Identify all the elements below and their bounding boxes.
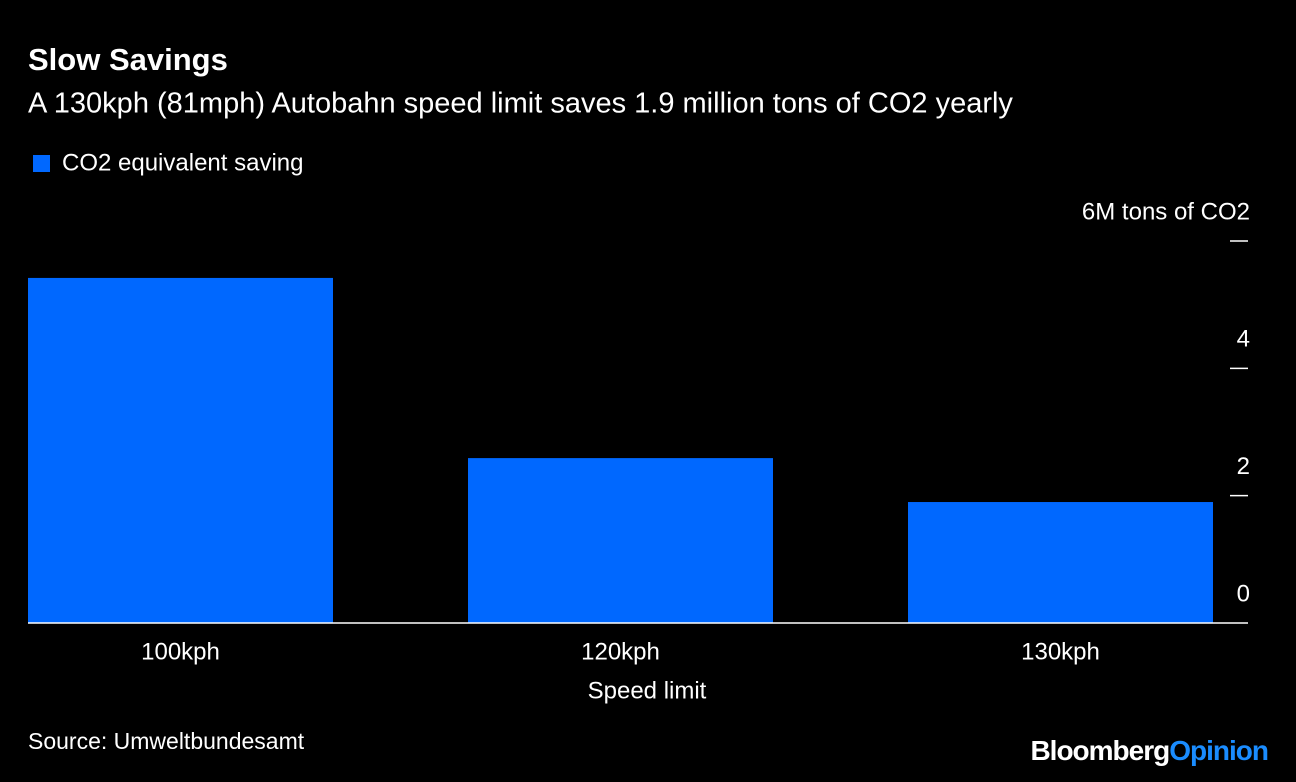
chart-title: Slow Savings — [28, 42, 228, 77]
x-tick-label: 120kph — [581, 638, 660, 665]
brand: BloombergOpinion — [1030, 735, 1268, 766]
brand-sub: Opinion — [1169, 735, 1268, 766]
bar — [468, 458, 773, 623]
x-tick-label: 100kph — [141, 638, 220, 665]
chart-subtitle: A 130kph (81mph) Autobahn speed limit sa… — [28, 88, 1013, 120]
y-tick-label: 2 — [1237, 453, 1250, 480]
source: Source: Umweltbundesamt — [28, 728, 305, 754]
brand-main: Bloomberg — [1030, 735, 1169, 766]
x-tick-label: 130kph — [1021, 638, 1100, 665]
bar — [908, 502, 1213, 623]
y-tick-label: 0 — [1237, 580, 1250, 607]
legend-label: CO2 equivalent saving — [62, 149, 303, 176]
y-tick-label: 6M tons of CO2 — [1082, 198, 1250, 225]
legend-swatch — [33, 155, 50, 172]
x-axis-label: Speed limit — [588, 677, 707, 704]
y-tick-label: 4 — [1237, 326, 1250, 353]
bar — [28, 277, 333, 623]
